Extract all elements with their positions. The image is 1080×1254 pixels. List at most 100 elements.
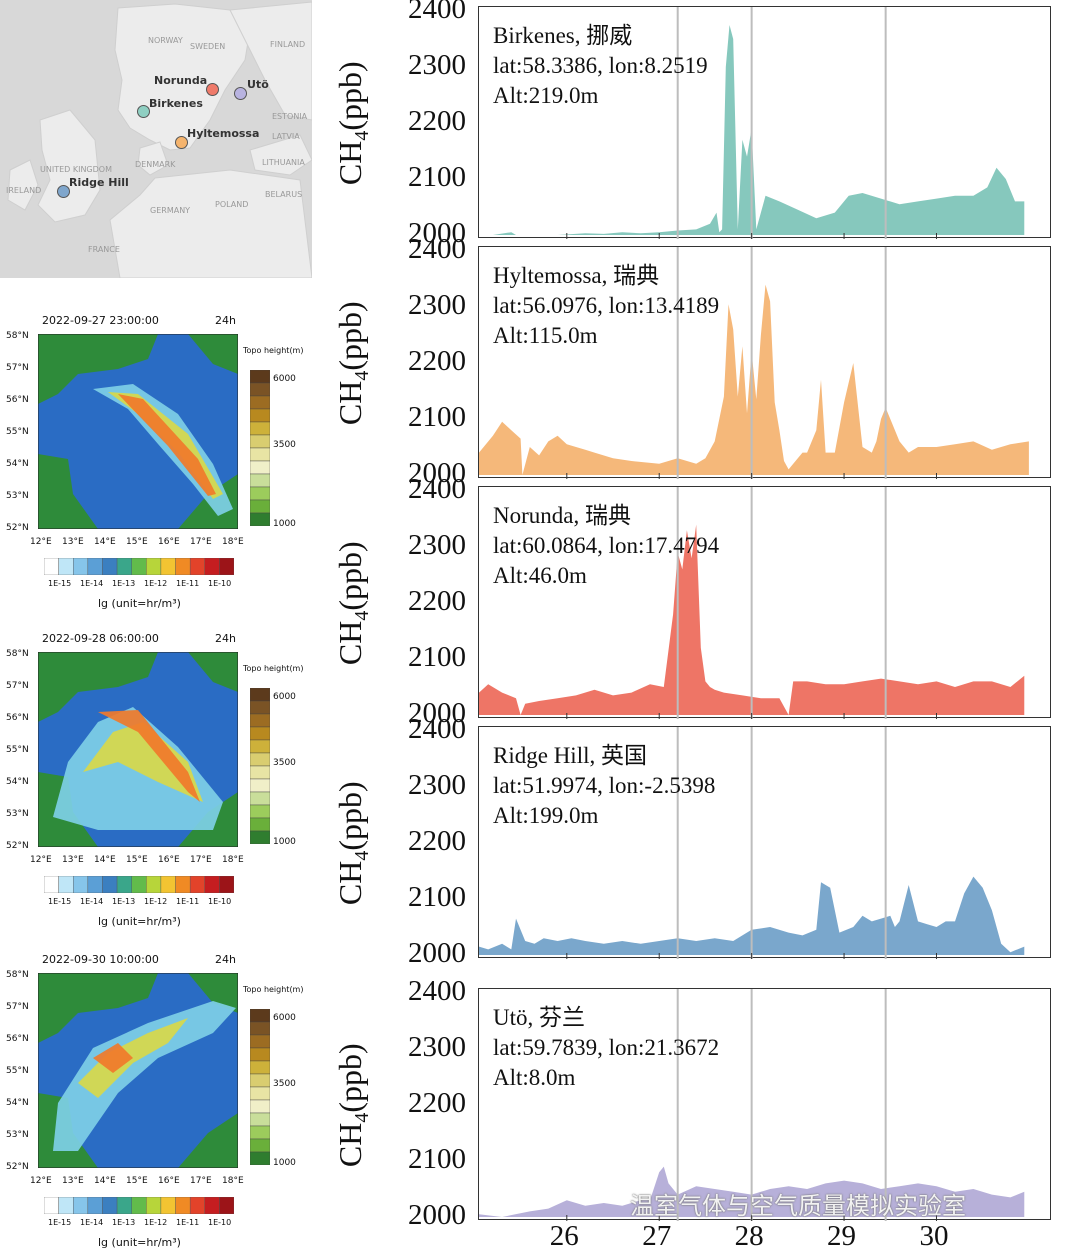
lon-tick-3-5: 17°E: [190, 1176, 212, 1186]
scale-tick-1-2: 1E-13: [112, 579, 136, 588]
topo-tick-3-0: 6000: [273, 1013, 296, 1023]
scale-tick-3-5: 1E-10: [208, 1218, 232, 1227]
topo-swatch-3-10: [250, 1138, 270, 1153]
topo-swatch-3-0: [250, 1009, 270, 1023]
station-latlon-4: lat:51.9974, lon:-2.5398: [493, 773, 716, 798]
station-info-2: Hyltemossa, 瑞典 lat:56.0976, lon:13.4189 Al…: [493, 261, 719, 351]
y-tick-3-2000: 2000: [408, 697, 466, 729]
ts-panel-3: Norunda, 瑞典 lat:60.0864, lon:17.4794 Alt:4…: [478, 486, 1051, 719]
scale-swatch-1-10: [189, 558, 205, 575]
lat-tick-2-4: 54°N: [6, 777, 29, 787]
y-tick-3-2300: 2300: [408, 529, 466, 561]
footprint-map-2: [38, 652, 238, 847]
station-info-5: Utö, 芬兰 lat:59.7839, lon:21.3672 Alt:8.0m: [493, 1003, 719, 1093]
topo-swatch-2-4: [250, 739, 270, 754]
scale-tick-1-0: 1E-15: [48, 579, 72, 588]
scale-swatch-2-8: [160, 876, 176, 893]
lat-tick-3-3: 55°N: [6, 1066, 29, 1076]
topo-swatch-3-2: [250, 1034, 270, 1049]
y-tick-5-2400: 2400: [408, 975, 466, 1007]
scale-tick-3-0: 1E-15: [48, 1218, 72, 1227]
topo-swatch-3-8: [250, 1112, 270, 1127]
site-label-hyltemossa: Hyltemossa: [187, 127, 260, 140]
site-marker-ridge-hill: [57, 185, 70, 198]
y-tick-4-2200: 2200: [408, 825, 466, 857]
topo-swatch-3-9: [250, 1125, 270, 1140]
scale-swatch-1-6: [131, 558, 147, 575]
scale-swatch-1-11: [204, 558, 220, 575]
place-label-lithuania: LITHUANIA: [262, 158, 305, 167]
lat-tick-2-2: 56°N: [6, 713, 29, 723]
topo-swatch-3-11: [250, 1151, 270, 1165]
scale-swatch-2-2: [73, 876, 89, 893]
scale-swatch-2-11: [204, 876, 220, 893]
scale-swatch-2-6: [131, 876, 147, 893]
y-axis-label-3: CH4(ppb): [331, 541, 374, 666]
place-label-denmark: DENMARK: [135, 160, 176, 169]
scale-swatch-1-1: [58, 558, 74, 575]
lon-tick-1-4: 16°E: [158, 537, 180, 547]
topo-swatch-1-3: [250, 408, 270, 423]
ts-area-5: [479, 1166, 1025, 1217]
lon-tick-3-0: 12°E: [30, 1176, 52, 1186]
lat-tick-2-3: 55°N: [6, 745, 29, 755]
scale-tick-2-4: 1E-11: [176, 897, 200, 906]
place-label-norway: NORWAY: [148, 36, 183, 45]
topo-swatch-2-7: [250, 778, 270, 793]
lat-tick-2-6: 52°N: [6, 841, 29, 851]
scale-tick-1-5: 1E-10: [208, 579, 232, 588]
topo-title-3: Topo height(m): [243, 985, 304, 994]
site-marker-birkenes: [137, 105, 150, 118]
place-label-sweden: SWEDEN: [190, 42, 226, 51]
station-name-2: Hyltemossa, 瑞典: [493, 263, 660, 288]
concentration-colorbar-2: [44, 876, 234, 893]
y-tick-3-2400: 2400: [408, 473, 466, 505]
topo-swatch-1-10: [250, 499, 270, 514]
y-tick-3-2100: 2100: [408, 641, 466, 673]
lon-tick-1-2: 14°E: [94, 537, 116, 547]
scale-tick-1-1: 1E-14: [80, 579, 104, 588]
x-tick-26: 26: [549, 1220, 579, 1252]
ts-area-3: [479, 524, 1025, 715]
lon-tick-2-3: 15°E: [126, 855, 148, 865]
topo-swatch-2-2: [250, 713, 270, 728]
station-name-4: Ridge Hill, 英国: [493, 743, 647, 768]
ts-area-4: [479, 876, 1025, 955]
scale-swatch-2-12: [219, 876, 234, 893]
scale-swatch-3-10: [189, 1197, 205, 1214]
topo-swatch-3-5: [250, 1073, 270, 1088]
y-tick-2-2000: 2000: [408, 457, 466, 489]
lon-tick-2-4: 16°E: [158, 855, 180, 865]
station-name-1: Birkenes, 挪威: [493, 23, 633, 48]
place-label-belarus: BELARUS: [265, 190, 303, 199]
lat-tick-3-4: 54°N: [6, 1098, 29, 1108]
lon-tick-1-6: 18°E: [222, 537, 244, 547]
site-marker-hyltemossa: [175, 136, 188, 149]
x-tick-30: 30: [919, 1220, 949, 1252]
station-latlon-3: lat:60.0864, lon:17.4794: [493, 533, 720, 558]
y-tick-1-2400: 2400: [408, 0, 466, 25]
topo-tick-2-1: 3500: [273, 758, 296, 768]
footprint-plume-2-2: [83, 722, 203, 802]
lon-tick-3-1: 13°E: [62, 1176, 84, 1186]
lat-tick-3-2: 56°N: [6, 1034, 29, 1044]
lon-tick-1-1: 13°E: [62, 537, 84, 547]
topo-swatch-3-3: [250, 1047, 270, 1062]
site-label-birkenes: Birkenes: [149, 97, 203, 110]
footprint-time-1: 2022-09-27 23:00:00: [42, 314, 159, 327]
topo-tick-3-2: 1000: [273, 1158, 296, 1169]
topo-swatch-2-5: [250, 752, 270, 767]
scale-swatch-3-7: [146, 1197, 162, 1214]
topo-colorbar-3: [250, 1009, 270, 1165]
y-tick-5-2000: 2000: [408, 1199, 466, 1231]
scale-swatch-1-2: [73, 558, 89, 575]
topo-tick-1-0: 6000: [273, 374, 296, 384]
lat-tick-3-0: 58°N: [6, 970, 29, 980]
topo-swatch-1-4: [250, 421, 270, 436]
footprint-map-3: [38, 973, 238, 1168]
footprint-panel-2: 2022-09-28 06:00:00 24h 58°N 57°N 56°N 55°N 54…: [0, 632, 312, 932]
concentration-colorbar-3: [44, 1197, 234, 1214]
scale-swatch-3-4: [102, 1197, 118, 1214]
scale-swatch-2-7: [146, 876, 162, 893]
scale-swatch-1-8: [160, 558, 176, 575]
